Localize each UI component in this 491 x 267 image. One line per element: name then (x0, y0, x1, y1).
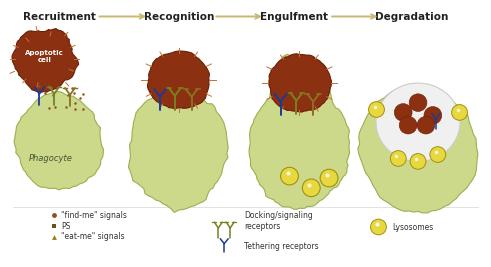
Circle shape (430, 147, 446, 162)
Ellipse shape (376, 83, 460, 162)
Text: Phagocyte: Phagocyte (28, 154, 72, 163)
Circle shape (424, 107, 442, 124)
Circle shape (394, 104, 412, 121)
Text: Recognition: Recognition (143, 11, 214, 22)
Polygon shape (249, 54, 350, 209)
Polygon shape (269, 54, 331, 112)
Polygon shape (358, 85, 478, 213)
Circle shape (320, 169, 338, 187)
Polygon shape (147, 51, 209, 109)
Text: Lysosomes: Lysosomes (392, 222, 434, 231)
Text: "eat-me" signals: "eat-me" signals (61, 232, 125, 241)
Circle shape (390, 151, 406, 166)
Text: PS: PS (61, 222, 71, 230)
Text: Recruitment: Recruitment (23, 11, 96, 22)
Circle shape (399, 116, 417, 134)
Text: "find-me" signals: "find-me" signals (61, 211, 127, 220)
Circle shape (409, 94, 427, 111)
Circle shape (417, 116, 435, 134)
Polygon shape (129, 90, 228, 212)
Text: Tethering receptors: Tethering receptors (244, 242, 319, 251)
Circle shape (371, 219, 386, 235)
Text: Docking/signaling
receptors: Docking/signaling receptors (244, 211, 313, 231)
Text: Engulfment: Engulfment (260, 11, 328, 22)
Polygon shape (14, 92, 104, 190)
Circle shape (452, 105, 467, 120)
Text: Degradation: Degradation (376, 11, 449, 22)
Circle shape (410, 154, 426, 169)
Circle shape (280, 167, 299, 185)
Circle shape (369, 102, 384, 117)
Text: Apoptotic
cell: Apoptotic cell (25, 50, 64, 63)
Circle shape (302, 179, 320, 197)
Polygon shape (12, 29, 79, 92)
